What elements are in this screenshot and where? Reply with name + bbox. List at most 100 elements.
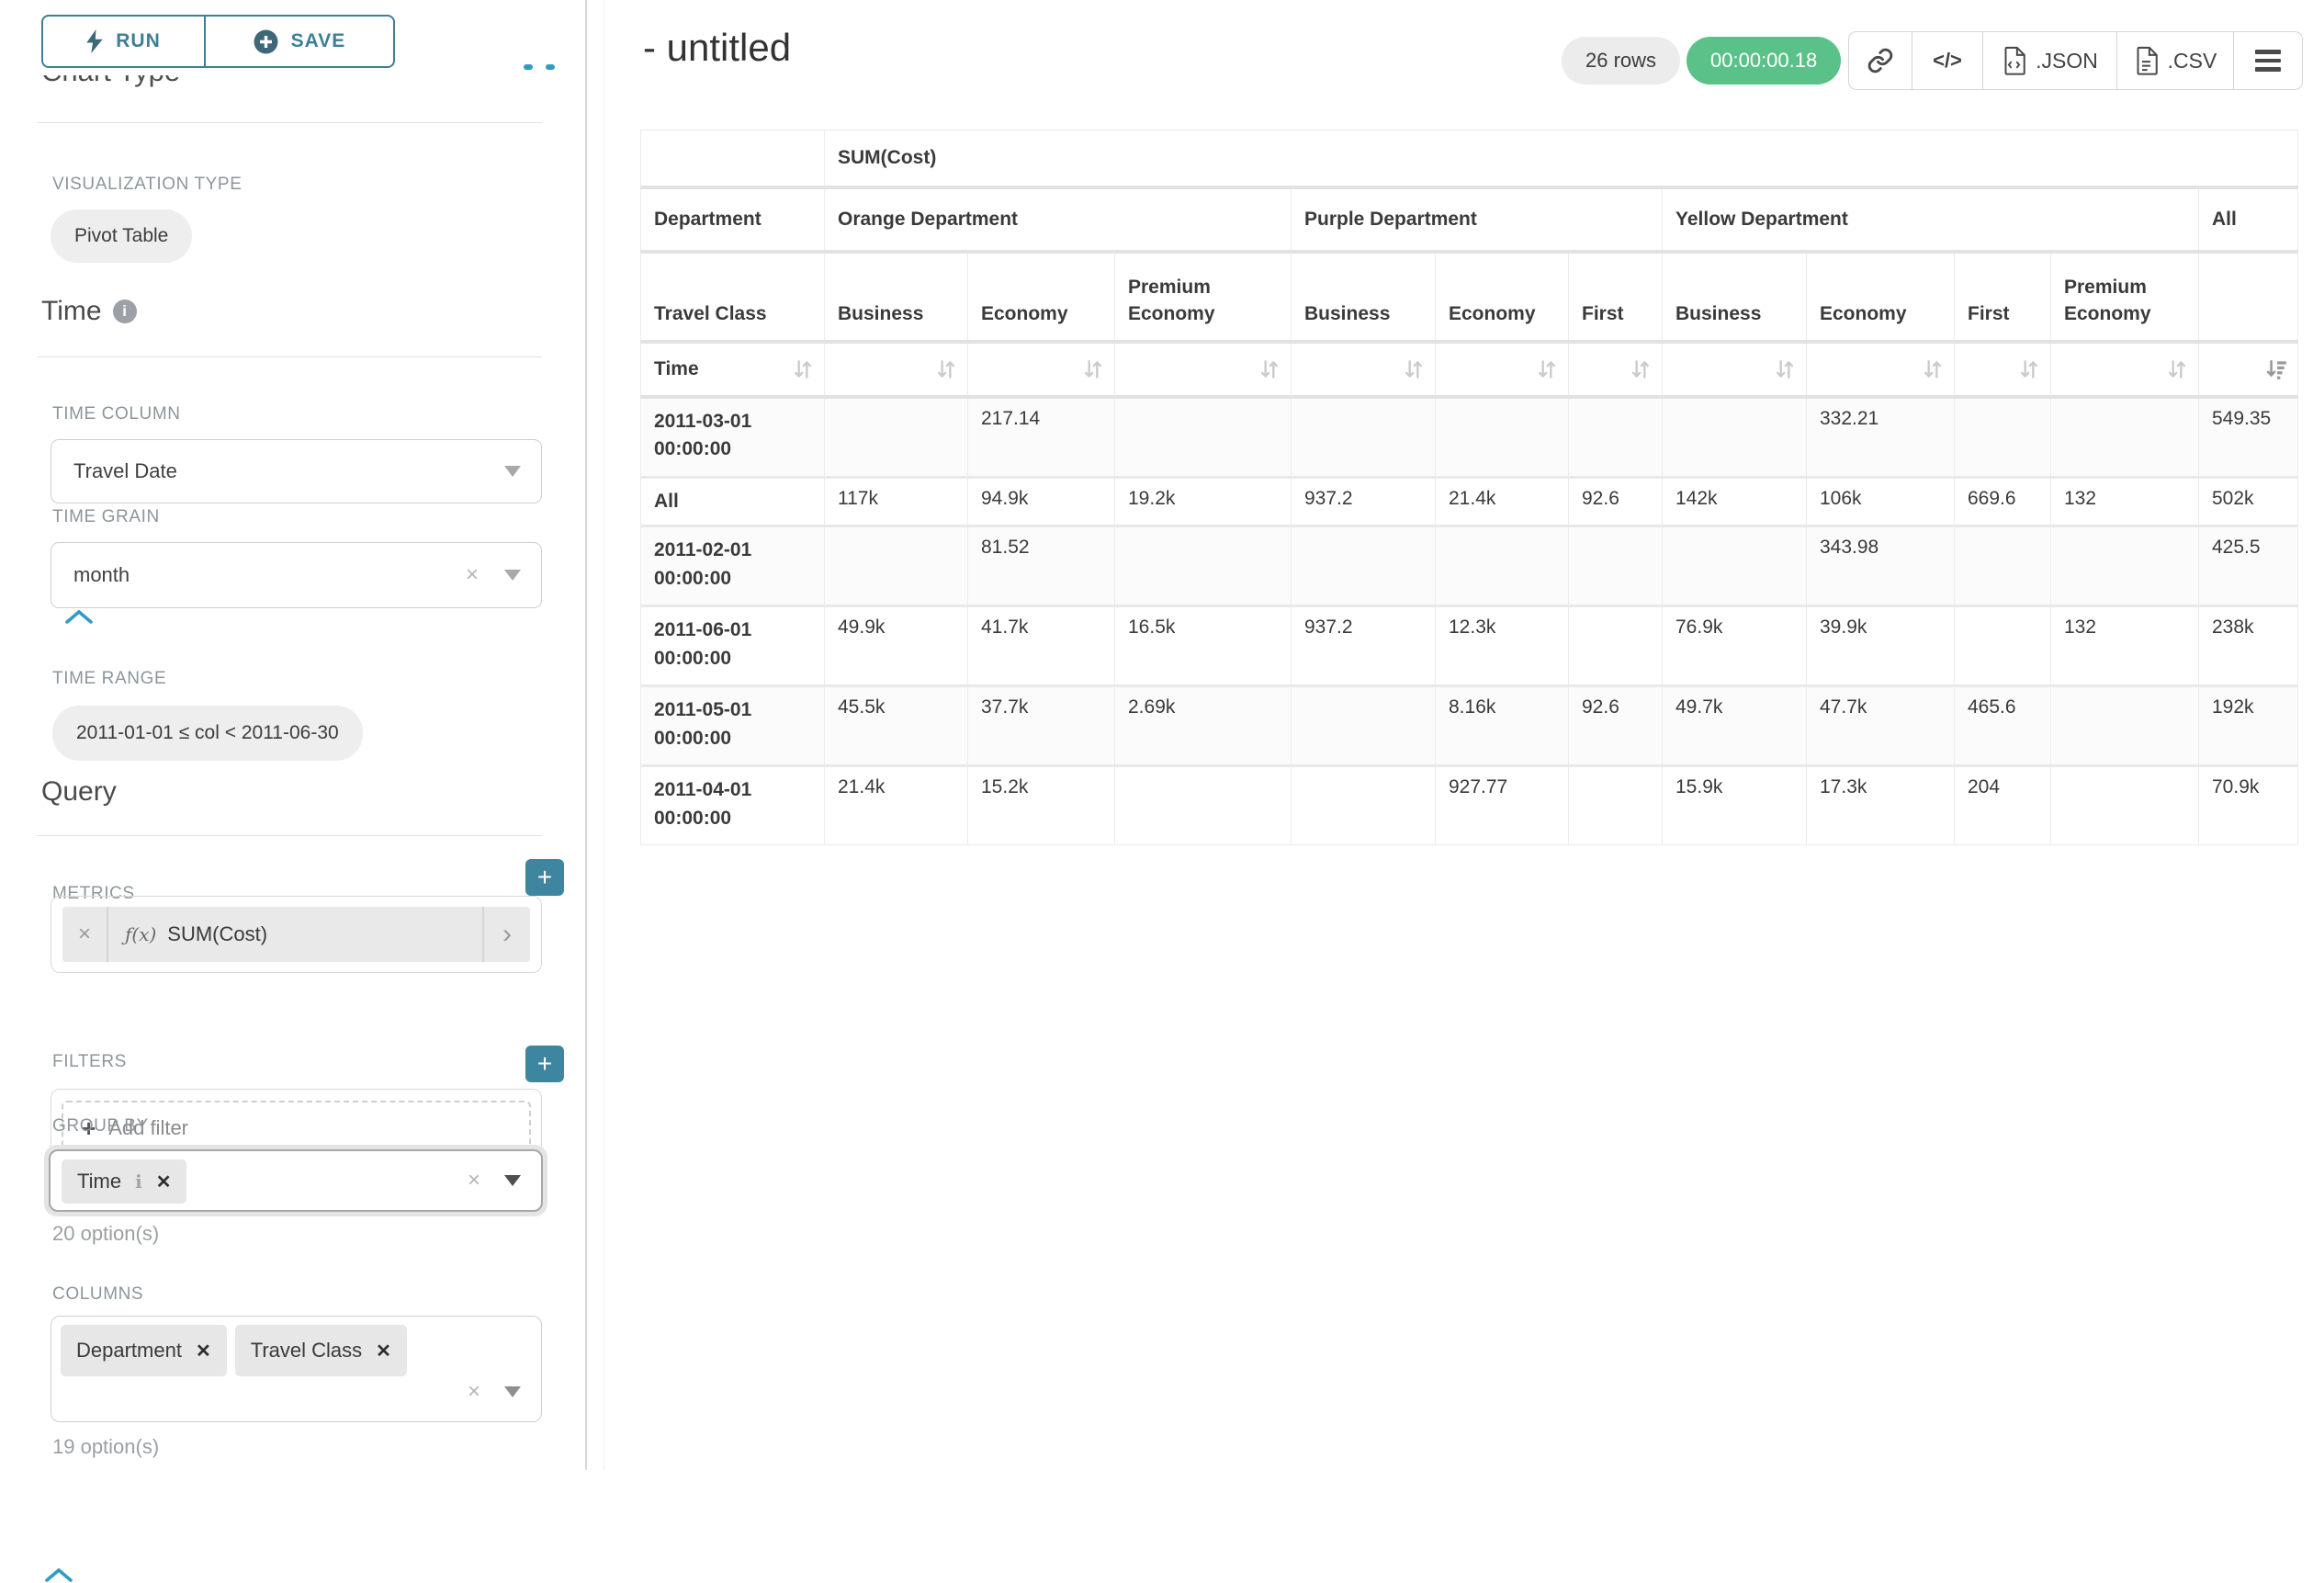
remove-tag-icon[interactable]: ✕: [376, 1340, 391, 1362]
json-file-icon: [2004, 46, 2025, 75]
remove-metric-icon[interactable]: ×: [62, 907, 108, 962]
remove-tag-icon[interactable]: ✕: [195, 1340, 211, 1362]
pivot-sort-cell: [2197, 341, 2299, 399]
sort-icon[interactable]: [1081, 357, 1105, 381]
time-section-title: Time i: [41, 296, 137, 624]
pivot-class-label: Travel Class: [640, 251, 825, 344]
pivot-row: All 117k 94.9k 19.2k 937.2 21.4k 92.6 142k 106k 6…: [640, 475, 2299, 527]
pivot-value-cell: [1114, 764, 1292, 846]
time-column-label: TIME COLUMN: [52, 404, 181, 424]
pivot-time-cell: All: [640, 475, 825, 527]
pivot-metric-header: SUM(Cost): [823, 130, 2299, 189]
pivot-value-cell: 238k: [2197, 605, 2299, 687]
remove-tag-icon[interactable]: ✕: [155, 1171, 172, 1193]
pivot-value-cell: 92.6: [1568, 684, 1663, 767]
more-options-button[interactable]: [2234, 32, 2302, 89]
pivot-class-header: Premium Economy: [2050, 251, 2199, 344]
columns-select[interactable]: Department ✕ Travel Class ✕ ×: [51, 1316, 542, 1422]
pivot-value-cell: 8.16k: [1435, 684, 1569, 767]
metric-item[interactable]: × ƒ(x) SUM(Cost) ›: [62, 907, 530, 962]
clear-icon[interactable]: ×: [467, 1168, 480, 1193]
pivot-value-cell: 217.14: [967, 395, 1115, 478]
run-button[interactable]: RUN: [41, 15, 205, 68]
sort-icon[interactable]: [2017, 357, 2041, 381]
pivot-value-cell: 937.2: [1291, 605, 1436, 687]
info-icon: i: [112, 300, 137, 323]
metrics-label: METRICS: [52, 884, 135, 903]
time-grain-label: TIME GRAIN: [52, 507, 160, 526]
pivot-class-header: First: [1568, 251, 1663, 344]
sort-icon[interactable]: [1921, 357, 1945, 381]
row-count-badge: 26 rows: [1562, 37, 1681, 85]
sort-icon[interactable]: [791, 357, 815, 381]
pivot-value-cell: 37.7k: [967, 684, 1115, 767]
chevron-right-icon[interactable]: ›: [482, 907, 530, 962]
pivot-sort-cell: [1568, 341, 1663, 399]
pivot-value-cell: [2050, 395, 2199, 478]
pivot-time-cell: 2011-06-01 00:00:00: [640, 605, 825, 687]
export-json-button[interactable]: .JSON: [1983, 32, 2117, 89]
pivot-value-cell: [1954, 525, 2051, 607]
sort-icon[interactable]: [1773, 357, 1797, 381]
pivot-value-cell: 19.2k: [1114, 475, 1292, 527]
menu-icon: [2255, 50, 2281, 54]
share-link-button[interactable]: [1849, 32, 1912, 89]
chevron-down-icon[interactable]: [504, 1386, 521, 1398]
pivot-value-cell: [2050, 684, 2199, 767]
pivot-sort-cell: [2050, 341, 2199, 399]
panel-resize-handle[interactable]: [524, 64, 555, 70]
pivot-time-cell: 2011-04-01 00:00:00: [640, 764, 825, 846]
time-grain-select[interactable]: month ×: [51, 542, 542, 608]
chevron-down-icon[interactable]: [504, 1175, 521, 1186]
time-column-select[interactable]: Travel Date: [51, 439, 542, 503]
add-filter-plus-button[interactable]: +: [525, 1046, 564, 1082]
pivot-value-cell: 2.69k: [1114, 684, 1292, 767]
pivot-value-cell: 17.3k: [1806, 764, 1955, 846]
viz-type-pill[interactable]: Pivot Table: [51, 209, 193, 263]
pivot-value-cell: 49.7k: [1662, 684, 1807, 767]
sort-icon[interactable]: [2165, 357, 2189, 381]
pivot-time-cell: 2011-02-01 00:00:00: [640, 525, 825, 607]
columns-options-count: 19 option(s): [52, 1435, 160, 1458]
view-query-button[interactable]: </>: [1912, 32, 1983, 89]
group-by-select-focus-ring: Time i ✕ ×: [44, 1145, 547, 1216]
group-by-select[interactable]: Time i ✕ ×: [49, 1149, 543, 1212]
pivot-sort-cell: [967, 341, 1115, 399]
time-range-pill[interactable]: 2011-01-01 ≤ col < 2011-06-30: [52, 706, 363, 761]
query-section-title: Query: [41, 776, 117, 1582]
export-csv-button[interactable]: .CSV: [2117, 32, 2234, 89]
chevron-down-icon[interactable]: [504, 466, 521, 477]
sort-icon[interactable]: [1402, 357, 1426, 381]
pivot-value-cell: [1291, 764, 1436, 846]
clear-icon[interactable]: ×: [465, 562, 479, 587]
save-button[interactable]: SAVE: [205, 15, 395, 68]
pivot-value-cell: [1291, 525, 1436, 607]
sort-desc-icon[interactable]: [2264, 357, 2288, 381]
chevron-down-icon[interactable]: [504, 570, 521, 581]
pivot-value-cell: [1291, 684, 1436, 767]
pivot-sort-cell: [1114, 341, 1292, 399]
sort-icon[interactable]: [1258, 357, 1281, 381]
collapse-chevron-icon[interactable]: [64, 608, 94, 625]
pivot-class-header: Business: [1662, 251, 1807, 344]
sort-icon[interactable]: [1629, 357, 1653, 381]
clear-icon[interactable]: ×: [467, 1379, 480, 1405]
sort-icon[interactable]: [934, 357, 958, 381]
pivot-value-cell: 70.9k: [2197, 764, 2299, 846]
pivot-value-cell: [2050, 764, 2199, 846]
pivot-class-header: First: [1954, 251, 2051, 344]
pivot-time-label: Time: [640, 341, 825, 399]
plus-circle-icon: [254, 29, 278, 53]
columns-label: COLUMNS: [52, 1284, 144, 1304]
pivot-sort-cell: [1291, 341, 1436, 399]
add-metric-button[interactable]: +: [525, 859, 564, 896]
viz-type-label: VISUALIZATION TYPE: [52, 175, 243, 194]
group-by-tag: Time i ✕: [62, 1159, 187, 1204]
pivot-value-cell: [824, 525, 968, 607]
pivot-value-cell: 76.9k: [1662, 605, 1807, 687]
collapse-chevron-icon[interactable]: [44, 1566, 73, 1583]
pivot-row: 2011-05-01 00:00:00 45.5k 37.7k 2.69k 8.16k 9…: [640, 684, 2299, 767]
sort-icon[interactable]: [1535, 357, 1559, 381]
chart-title[interactable]: - untitled: [643, 26, 792, 69]
pivot-value-cell: 16.5k: [1114, 605, 1292, 687]
